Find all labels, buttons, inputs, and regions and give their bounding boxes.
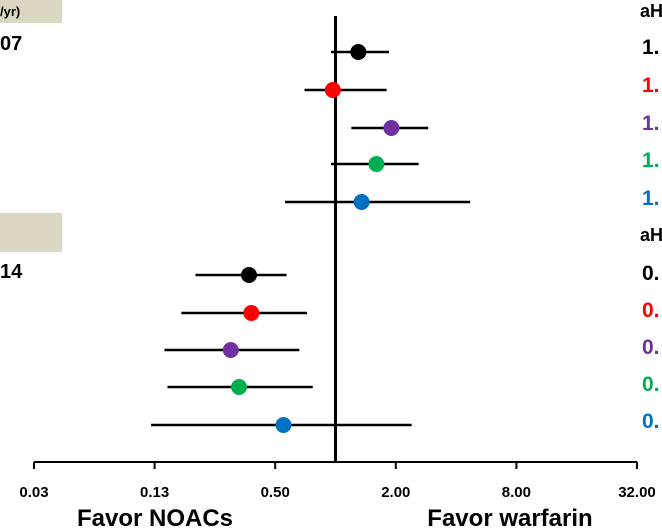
point-estimate <box>383 120 400 136</box>
favor-warfarin-label: Favor warfarin <box>427 505 592 529</box>
x-tick-label: 0.13 <box>140 484 169 501</box>
x-tick-label: 0.03 <box>19 484 48 501</box>
point-estimate <box>275 417 292 433</box>
left-header-label: /yr) <box>0 4 21 19</box>
point-estimate <box>368 156 385 172</box>
x-tick-label: 32.00 <box>618 484 656 501</box>
right-group2-header: aH <box>640 225 662 245</box>
right-group2-value-3: 0. <box>642 336 660 359</box>
point-estimate <box>324 82 341 98</box>
point-estimate <box>241 267 258 283</box>
point-estimate <box>243 305 260 321</box>
right-group1-value-5: 1. <box>642 187 660 210</box>
x-tick-label: 2.00 <box>381 484 410 501</box>
right-group2-value-4: 0. <box>642 373 660 396</box>
right-group2-value-1: 0. <box>642 262 660 285</box>
right-group1-value-1: 1. <box>642 36 660 59</box>
left-group1-value: 07 <box>0 33 23 55</box>
right-group1-value-4: 1. <box>642 149 660 172</box>
header-band-top <box>0 0 62 23</box>
x-tick-label: 0.50 <box>261 484 290 501</box>
point-estimate <box>353 194 370 210</box>
point-estimate <box>350 44 367 60</box>
right-group1-header: aH <box>640 1 662 21</box>
right-group2-value-5: 0. <box>642 410 660 433</box>
favor-noacs-label: Favor NOACs <box>77 505 233 529</box>
point-estimate <box>231 379 248 395</box>
x-tick-label: 8.00 <box>502 484 531 501</box>
right-group1-value-3: 1. <box>642 112 660 135</box>
right-group2-value-2: 0. <box>642 299 660 322</box>
right-group1-value-2: 1. <box>642 74 660 97</box>
left-group2-value: 14 <box>0 261 23 283</box>
point-estimate <box>222 342 239 358</box>
header-band-middle <box>0 213 62 252</box>
